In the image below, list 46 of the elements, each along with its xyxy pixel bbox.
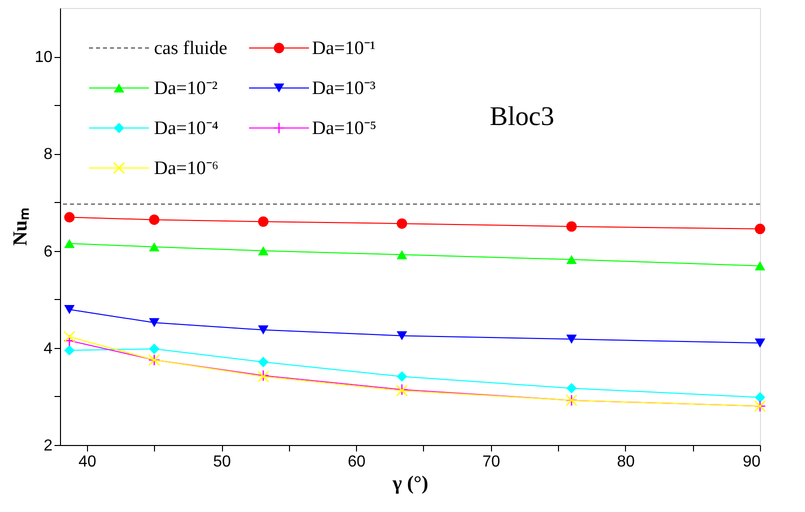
legend-label: cas fluide (154, 38, 228, 59)
point (64, 238, 75, 248)
y-tick-label: 8 (44, 146, 53, 164)
point (396, 331, 408, 340)
point (64, 345, 75, 356)
point (396, 218, 408, 229)
legend-label: Da=10⁻⁴ (154, 118, 219, 139)
annotation: Bloc3 (490, 101, 554, 131)
point (754, 261, 766, 270)
point (566, 382, 577, 394)
point (754, 338, 766, 348)
y-axis-title: Nuₘ (10, 208, 32, 246)
legend-label: Da=10⁻¹ (312, 38, 376, 59)
point (148, 344, 160, 354)
point (64, 330, 76, 343)
point (258, 356, 269, 368)
point (148, 242, 160, 252)
x-tick-label: 80 (616, 454, 635, 470)
point (754, 224, 766, 234)
point (566, 334, 577, 344)
point (64, 304, 75, 314)
point (396, 250, 408, 260)
legend-label: Da=10⁻² (154, 78, 218, 99)
y-tick-label: 4 (44, 340, 53, 358)
point (566, 254, 577, 264)
point (258, 216, 269, 227)
point (64, 212, 75, 223)
y-tick-label: 6 (44, 243, 53, 260)
point (258, 325, 269, 334)
legend-label: Da=10⁻³ (312, 78, 376, 99)
x-tick-label: 40 (78, 454, 96, 470)
point (396, 371, 408, 382)
point (148, 318, 160, 328)
y-tick-label: 2 (44, 438, 53, 454)
point (148, 214, 160, 225)
y-tick-label: 10 (34, 49, 53, 66)
point (566, 221, 577, 232)
x-tick-label: 90 (742, 454, 761, 470)
legend-label: Da=10⁻⁵ (312, 118, 376, 139)
x-tick-label: 70 (482, 454, 500, 470)
x-axis-title: γ (°) (392, 472, 428, 494)
x-tick-label: 50 (213, 454, 232, 470)
point (754, 392, 766, 403)
point (258, 246, 269, 256)
x-tick-label: 60 (348, 454, 366, 470)
legend-label: Da=10⁻⁶ (154, 158, 218, 179)
